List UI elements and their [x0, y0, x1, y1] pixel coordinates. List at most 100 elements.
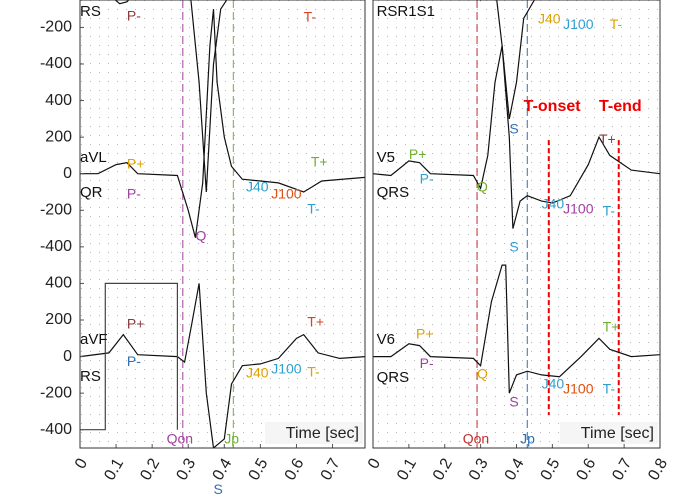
- ecg-trace: [80, 282, 178, 431]
- annotation: Q: [195, 228, 206, 244]
- x-label-box: [265, 422, 363, 444]
- ecg-trace: [373, 45, 660, 229]
- ecg-trace: [479, 0, 541, 120]
- annotation: Q: [477, 179, 488, 195]
- annotation: RSR1S1: [377, 3, 435, 20]
- y-tick-label: 0: [63, 348, 72, 365]
- x-tick-label: 0.6: [282, 456, 308, 484]
- y-tick-label: -200: [40, 202, 72, 219]
- x-tick-label: 0.4: [502, 456, 528, 484]
- annotation: T-onset: [524, 98, 582, 115]
- annotation: P-: [127, 8, 141, 24]
- x-tick-label: 0.2: [137, 456, 163, 484]
- annotation: QR: [80, 184, 103, 201]
- annotation: T-: [603, 203, 616, 219]
- annotation: Jp: [224, 431, 239, 447]
- annotation: J100: [563, 381, 594, 397]
- annotation: T-: [610, 16, 623, 32]
- annotation: P-: [420, 355, 434, 371]
- x-tick-label: 0.6: [574, 456, 600, 484]
- annotation: T+: [603, 319, 620, 335]
- grid-dots: [373, 0, 660, 448]
- annotation: P-: [420, 171, 434, 187]
- annotation: Jp: [520, 431, 535, 447]
- annotation: QRS: [377, 184, 410, 201]
- plot-frame: [372, 0, 661, 449]
- annotation: P+: [416, 326, 434, 342]
- annotation: P-: [127, 353, 141, 369]
- ecg-trace: [114, 0, 228, 193]
- annotation: V5: [377, 149, 395, 166]
- annotation: T+: [311, 154, 328, 170]
- annotation: RS: [80, 368, 101, 385]
- x-axis-label: Time [sec]: [286, 425, 359, 442]
- y-tick-label: -400: [40, 238, 72, 255]
- annotation: QRS: [377, 369, 410, 386]
- annotation: P+: [127, 156, 145, 172]
- x-tick-label: 0.1: [101, 456, 127, 484]
- annotation: T-: [307, 201, 320, 217]
- annotation: J40: [542, 196, 565, 212]
- y-tick-label: -400: [40, 55, 72, 72]
- x-tick-label: 0.3: [173, 456, 199, 484]
- ecg-trace: [373, 264, 660, 394]
- plot-content: [80, 0, 365, 448]
- annotation: T-: [603, 381, 616, 397]
- annotation: aVF: [80, 331, 108, 348]
- annotation: V6: [377, 331, 395, 348]
- annotation: T+: [599, 131, 616, 147]
- x-tick-label: 0.1: [394, 456, 420, 484]
- x-tick-label: 0.5: [538, 456, 564, 484]
- x-label-box: [560, 422, 658, 444]
- annotation: S: [509, 239, 518, 255]
- annotation: J40: [538, 11, 561, 27]
- x-tick-label: 0.3: [466, 456, 492, 484]
- grid-dots: [80, 0, 365, 448]
- plot-content: [373, 0, 660, 448]
- x-tick-label: 0.2: [430, 456, 456, 484]
- annotation: S: [509, 394, 518, 410]
- x-tick-label: 0.8: [645, 456, 671, 484]
- annotation: Qon: [167, 431, 193, 447]
- y-tick-label: 200: [45, 311, 72, 328]
- annotation: J100: [271, 186, 302, 202]
- annotation: J100: [271, 361, 302, 377]
- x-tick-label: 0: [72, 456, 91, 472]
- x-tick-label: 0.5: [246, 456, 272, 484]
- annotation: RS: [80, 3, 101, 20]
- annotation: J40: [542, 376, 565, 392]
- annotation: J100: [563, 201, 594, 217]
- annotation: P+: [127, 316, 145, 332]
- annotation: Q: [477, 366, 488, 382]
- annotation: T-end: [599, 98, 642, 115]
- annotation: J40: [246, 365, 269, 381]
- annotation: Qon: [463, 431, 489, 447]
- y-tick-label: -400: [40, 421, 72, 438]
- x-tick-label: 0.4: [210, 456, 236, 484]
- annotation: P-: [127, 186, 141, 202]
- annotation: P+: [409, 146, 427, 162]
- annotation: S: [509, 121, 518, 137]
- x-axis-label: Time [sec]: [581, 425, 654, 442]
- y-tick-label: 400: [45, 275, 72, 292]
- x-tick-label: 0.7: [318, 456, 344, 484]
- annotation: T+: [307, 314, 324, 330]
- x-tick-label: 0.7: [609, 456, 635, 484]
- annotation: J40: [246, 179, 269, 195]
- y-tick-label: 400: [45, 92, 72, 109]
- annotation: S: [213, 481, 222, 497]
- plot-frame: [79, 0, 366, 449]
- y-tick-label: 200: [45, 128, 72, 145]
- annotation: aVL: [80, 149, 107, 166]
- ecg-trace: [80, 283, 365, 448]
- ecg-trace: [80, 9, 365, 238]
- y-tick-label: -200: [40, 384, 72, 401]
- y-tick-label: 0: [63, 165, 72, 182]
- annotation: T-: [304, 9, 317, 25]
- x-tick-label: 0: [365, 456, 384, 472]
- annotation: T-: [307, 364, 320, 380]
- y-tick-label: -200: [40, 19, 72, 36]
- annotation: J100: [563, 16, 594, 32]
